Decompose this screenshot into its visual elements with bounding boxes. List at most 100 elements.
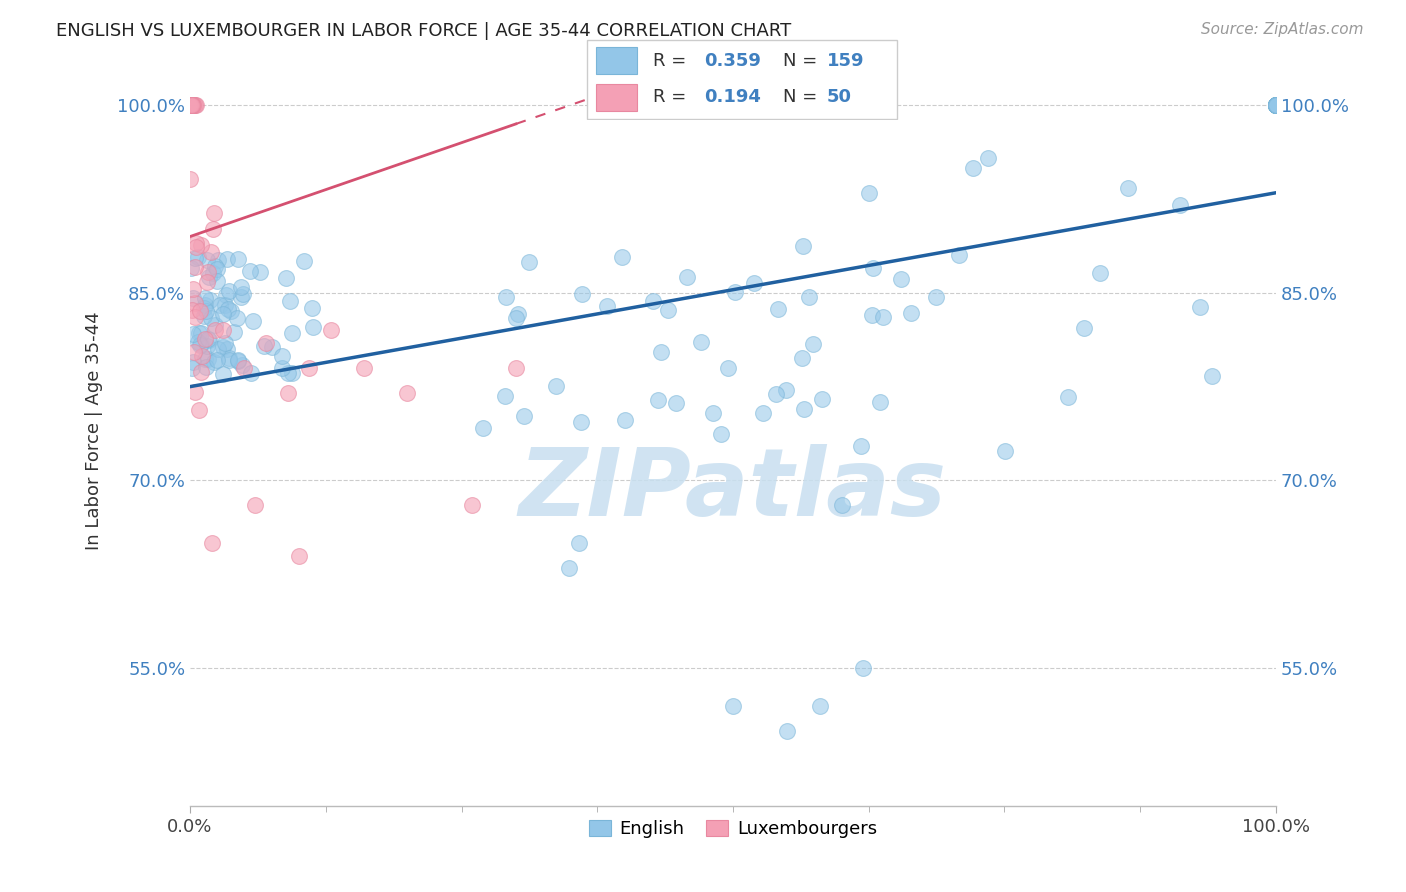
- Point: [229, 280, 252, 294]
- Point: [517, 254, 540, 268]
- Point: [765, 386, 787, 401]
- Point: [301, 301, 323, 316]
- Point: [242, 314, 264, 328]
- Point: [194, 332, 217, 346]
- Point: [249, 265, 271, 279]
- Point: [1265, 98, 1288, 112]
- Text: 159: 159: [827, 52, 865, 70]
- Point: [792, 238, 814, 252]
- Point: [229, 290, 252, 304]
- Point: [962, 161, 984, 175]
- Point: [260, 340, 283, 354]
- Point: [752, 406, 775, 420]
- Point: [184, 310, 207, 324]
- Point: [994, 444, 1017, 458]
- Point: [862, 261, 884, 276]
- Point: [253, 339, 276, 353]
- Point: [180, 98, 202, 112]
- Legend: English, Luxembourgers: English, Luxembourgers: [582, 813, 884, 846]
- Point: [852, 661, 875, 675]
- Point: [184, 260, 207, 274]
- Point: [197, 270, 219, 285]
- Point: [207, 352, 229, 367]
- Point: [207, 252, 229, 267]
- Point: [1265, 98, 1288, 112]
- Point: [194, 291, 217, 305]
- Point: [224, 325, 246, 339]
- Point: [1265, 98, 1288, 112]
- Point: [811, 392, 834, 406]
- Point: [1265, 98, 1288, 112]
- Point: [218, 284, 240, 298]
- Point: [801, 336, 824, 351]
- Point: [321, 323, 343, 337]
- Point: [1056, 390, 1078, 404]
- Point: [190, 337, 212, 351]
- Point: [201, 266, 224, 280]
- Point: [226, 353, 249, 368]
- Point: [209, 298, 232, 312]
- Point: [188, 303, 211, 318]
- Point: [180, 260, 202, 275]
- Point: [179, 98, 201, 112]
- Point: [184, 240, 207, 254]
- Point: [211, 340, 233, 354]
- Point: [1265, 98, 1288, 112]
- Point: [245, 499, 267, 513]
- Point: [797, 290, 820, 304]
- Point: [180, 98, 202, 112]
- Point: [202, 355, 225, 369]
- Point: [508, 307, 530, 321]
- Point: [187, 402, 209, 417]
- Point: [925, 289, 948, 303]
- Point: [239, 264, 262, 278]
- Point: [702, 407, 724, 421]
- Point: [292, 253, 315, 268]
- Point: [254, 335, 277, 350]
- Point: [214, 298, 236, 312]
- Point: [513, 409, 536, 424]
- Point: [181, 98, 204, 112]
- Point: [976, 151, 998, 165]
- Point: [184, 252, 207, 266]
- Point: [1265, 98, 1288, 112]
- Text: ENGLISH VS LUXEMBOURGER IN LABOR FORCE | AGE 35-44 CORRELATION CHART: ENGLISH VS LUXEMBOURGER IN LABOR FORCE |…: [56, 22, 792, 40]
- Point: [1265, 98, 1288, 112]
- Point: [193, 301, 215, 315]
- Point: [217, 252, 239, 267]
- Point: [1265, 98, 1288, 112]
- Point: [193, 310, 215, 324]
- Point: [181, 98, 204, 112]
- Point: [181, 98, 204, 112]
- Point: [191, 349, 214, 363]
- Point: [186, 235, 208, 250]
- Point: [495, 290, 517, 304]
- Point: [471, 421, 494, 435]
- Point: [614, 413, 637, 427]
- Point: [1265, 98, 1288, 112]
- Point: [647, 392, 669, 407]
- Point: [200, 293, 222, 307]
- Point: [277, 385, 299, 400]
- Point: [200, 310, 222, 325]
- Point: [790, 351, 813, 365]
- Point: [270, 360, 292, 375]
- Point: [858, 186, 880, 200]
- Point: [183, 344, 205, 359]
- Point: [948, 248, 970, 262]
- Point: [225, 310, 247, 325]
- Point: [212, 307, 235, 321]
- Point: [1201, 369, 1223, 384]
- Point: [181, 355, 204, 369]
- Point: [277, 366, 299, 380]
- Point: [831, 499, 853, 513]
- Point: [558, 561, 581, 575]
- Point: [271, 349, 294, 363]
- Point: [568, 536, 591, 550]
- Point: [1265, 98, 1288, 112]
- Point: [281, 366, 304, 380]
- Point: [742, 276, 765, 290]
- Point: [1265, 98, 1288, 112]
- Point: [181, 98, 204, 112]
- Point: [1265, 98, 1288, 112]
